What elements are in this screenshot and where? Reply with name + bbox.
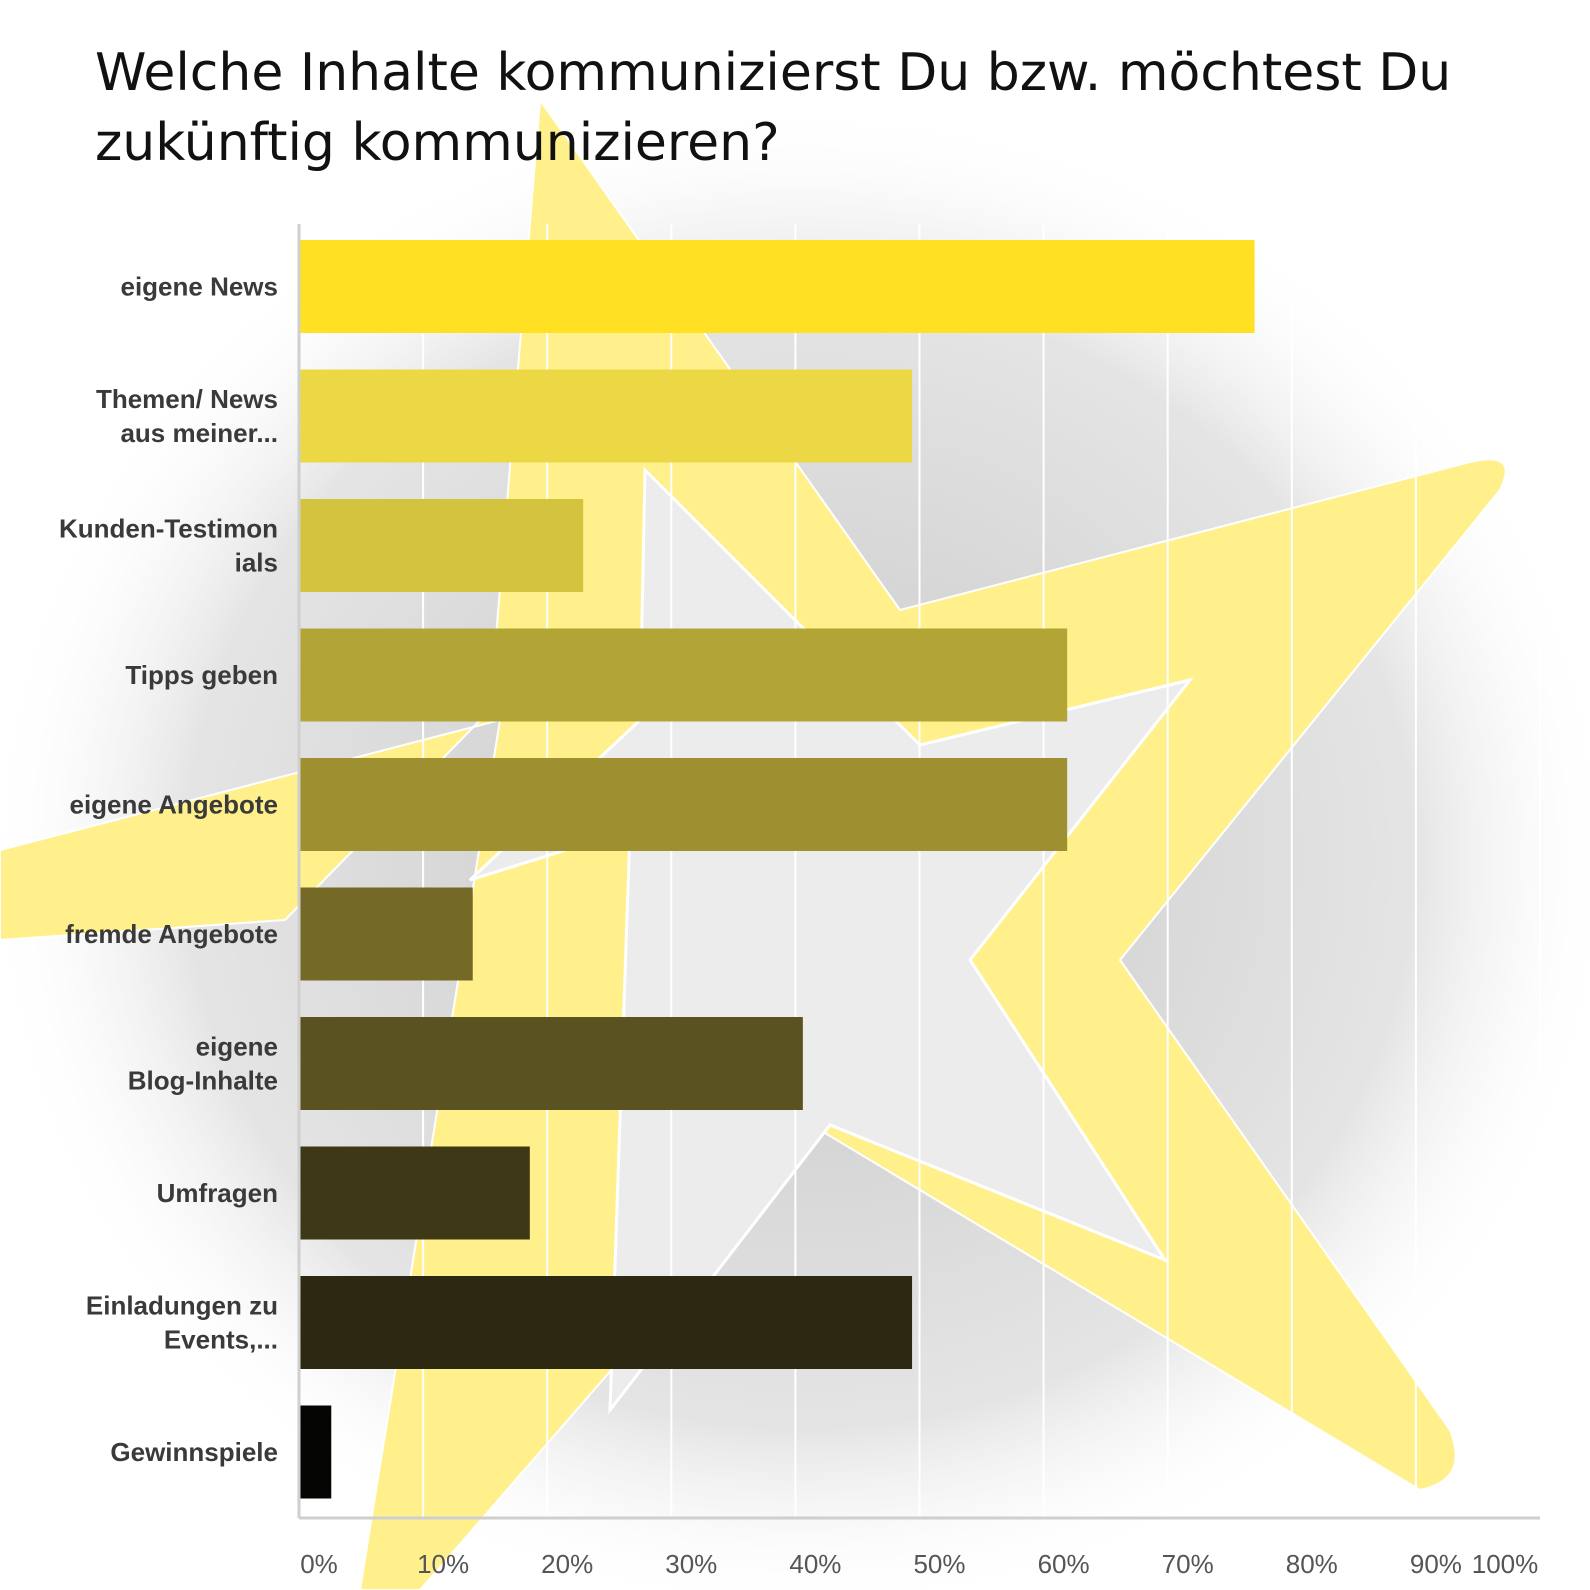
chart-title: Welche Inhalte kommunizierst Du bzw. möc… <box>95 43 1452 173</box>
bar <box>299 628 1068 722</box>
bar <box>299 887 473 981</box>
category-label: Kunden-Testimon ials <box>59 514 278 578</box>
category-label: Umfragen <box>157 1178 278 1208</box>
x-tick-label: 70% <box>1162 1549 1214 1579</box>
x-tick-label: 50% <box>913 1549 965 1579</box>
category-label: Einladungen zu Events,... <box>86 1291 278 1355</box>
x-tick-label: 100% <box>1472 1549 1539 1579</box>
x-tick-label: 90% <box>1410 1549 1462 1579</box>
category-label: Themen/ News aus meiner... <box>96 384 278 448</box>
axes <box>297 224 1540 1520</box>
category-labels: eigene News Themen/ News aus meiner... Kund… <box>59 272 278 1468</box>
bar <box>299 1017 803 1110</box>
category-label: eigene Blog-Inhalte <box>128 1032 278 1096</box>
category-label: eigene Angebote <box>69 790 278 820</box>
bar <box>299 1146 530 1240</box>
category-label: eigene News <box>120 272 278 302</box>
x-tick-label: 30% <box>665 1549 717 1579</box>
bar <box>299 499 584 592</box>
x-tick-label: 80% <box>1286 1549 1338 1579</box>
x-tick-label: 40% <box>789 1549 841 1579</box>
x-axis-ticks: 0% 10% 20% 30% 40% 50% 60% 70% 80% 90% 100% <box>300 1549 1538 1579</box>
x-tick-label: 10% <box>417 1549 469 1579</box>
bar <box>299 369 913 463</box>
bars <box>299 240 1255 1499</box>
category-label: Tipps geben <box>125 660 278 690</box>
category-label: Gewinnspiele <box>110 1437 278 1467</box>
bar <box>299 1405 332 1499</box>
x-tick-label: 20% <box>541 1549 593 1579</box>
bar <box>299 758 1068 851</box>
bar <box>299 240 1255 333</box>
bar <box>299 1276 913 1369</box>
x-tick-label: 0% <box>300 1549 338 1579</box>
x-tick-label: 60% <box>1038 1549 1090 1579</box>
category-label: fremde Angebote <box>65 919 278 949</box>
